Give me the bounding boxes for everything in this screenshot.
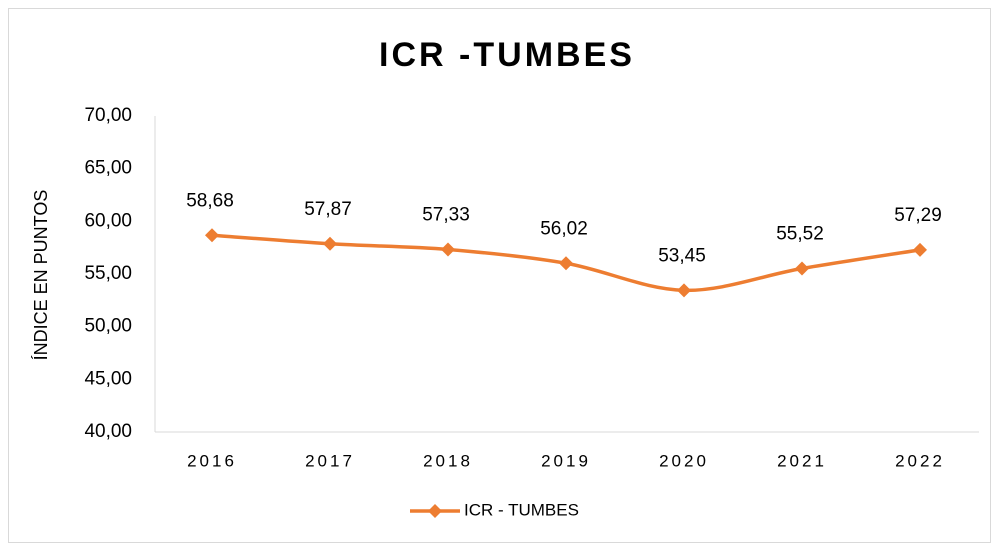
marker [323,236,337,251]
x-tick-label: 2018 [423,451,473,470]
x-tick-label: 2022 [895,451,945,470]
legend-marker [428,504,442,518]
y-tick-label: 40,00 [84,421,132,442]
marker [559,256,573,271]
y-tick-label: 70,00 [84,105,132,126]
legend-label: ICR - TUMBES [464,500,579,519]
data-label: 57,29 [894,205,942,226]
y-axis-label: ÍNDICE EN PUNTOS [31,190,51,361]
marker [913,242,927,257]
marker [441,242,455,257]
x-tick-label: 2016 [187,451,237,470]
y-tick-label: 50,00 [84,316,132,337]
chart-frame [8,8,991,543]
data-label: 55,52 [776,224,824,245]
x-tick-label: 2020 [659,451,709,470]
marker [795,261,809,276]
marker [677,283,691,298]
data-label: 56,02 [540,218,588,239]
y-tick-label: 55,00 [84,263,132,284]
data-label: 57,87 [304,199,352,220]
x-tick-label: 2021 [777,451,827,470]
y-tick-label: 65,00 [84,158,132,179]
x-tick-label: 2017 [305,451,355,470]
y-tick-label: 60,00 [84,210,132,231]
marker [205,228,219,243]
data-label: 58,68 [186,190,234,211]
data-label: 53,45 [658,245,706,266]
x-tick-label: 2019 [541,451,591,470]
data-label: 57,33 [422,204,470,225]
chart-title: ICR -TUMBES [379,36,635,74]
y-tick-label: 45,00 [84,368,132,389]
